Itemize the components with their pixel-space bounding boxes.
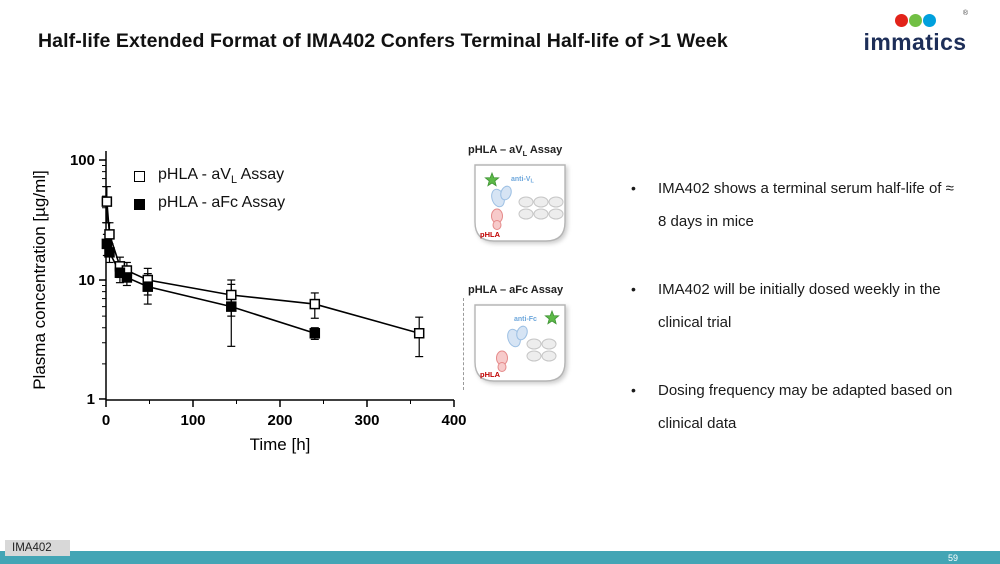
afc-assay-diagram: anti-Fc pHLA	[474, 304, 566, 383]
anti-fc-label: anti-Fc	[514, 316, 537, 323]
avl-assay-title: pHLA – aVL Assay	[468, 144, 563, 159]
avl-assay-block: pHLA – aVL Assay	[468, 144, 586, 252]
pk-chart: 1 10 100 0 100 200 300 400 Time [h] Plasma concen…	[26, 130, 474, 464]
svg-text:400: 400	[441, 412, 466, 429]
logo-dot-blue-icon	[922, 14, 936, 27]
registered-mark: ®	[962, 10, 968, 17]
legend-label-afc: pHLA - aFc Assay	[158, 194, 286, 212]
svg-text:200: 200	[267, 412, 292, 429]
svg-text:300: 300	[354, 412, 379, 429]
inactive-molecules	[518, 196, 564, 220]
list-item: Dosing frequency may be adapted based on…	[628, 374, 962, 440]
legend-item-avl: pHLA - aVL Assay	[134, 166, 285, 186]
phla-molecule	[496, 350, 508, 373]
phla-label: pHLA	[480, 230, 501, 239]
page-number: 59	[947, 552, 958, 563]
afc-assay-title: pHLA – aFc Assay	[468, 284, 564, 297]
immatics-logo: ® immatics	[860, 10, 970, 56]
legend-item-afc: pHLA - aFc Assay	[134, 194, 285, 214]
chart-legend: pHLA - aVL Assay pHLA - aFc Assay	[134, 166, 285, 214]
anti-fc-antibody	[507, 326, 528, 348]
svg-text:0: 0	[102, 412, 110, 429]
svg-text:100: 100	[180, 412, 205, 429]
afc-assay-block: pHLA – aFc Assay anti-Fc	[463, 284, 586, 392]
logo-wordmark: immatics	[863, 29, 967, 55]
logo-dot-red-icon	[894, 14, 908, 27]
program-tag: IMA402	[5, 540, 70, 556]
svg-text:100: 100	[70, 152, 95, 169]
phla-label: pHLA	[480, 370, 501, 379]
pk-chart-plot: 1 10 100 0 100 200 300 400 Time [h] Plasma concen…	[30, 151, 467, 454]
fluorophore-star-icon	[544, 310, 560, 325]
phla-molecule	[491, 208, 503, 231]
assay-diagrams: pHLA – aVL Assay	[463, 144, 586, 392]
list-item: IMA402 shows a terminal serum half-life …	[628, 172, 962, 238]
legend-label-avl: pHLA - aVL Assay	[158, 166, 285, 187]
open-square-marker-icon	[134, 170, 145, 182]
svg-text:Plasma concentration [µg/ml]: Plasma concentration [µg/ml]	[30, 170, 49, 390]
footer-bar: 59	[0, 551, 1000, 564]
list-item: IMA402 will be initially dosed weekly in…	[628, 273, 962, 339]
anti-vl-antibody	[491, 185, 512, 208]
avl-assay-diagram: anti-VL pHLA	[474, 164, 566, 242]
svg-text:1: 1	[87, 391, 95, 408]
svg-text:Time [h]: Time [h]	[250, 435, 311, 454]
dashed-separator	[463, 298, 464, 391]
key-points-list: IMA402 shows a terminal serum half-life …	[628, 172, 962, 475]
filled-square-marker-icon	[134, 198, 145, 210]
svg-text:10: 10	[78, 272, 95, 289]
inactive-molecules	[526, 338, 557, 362]
logo-dot-green-icon	[908, 14, 922, 27]
logo-dots: ®	[860, 10, 970, 28]
fluorophore-star-icon	[484, 172, 500, 187]
page-title: Half-life Extended Format of IMA402 Conf…	[38, 30, 728, 52]
anti-vl-label: anti-VL	[511, 176, 534, 185]
